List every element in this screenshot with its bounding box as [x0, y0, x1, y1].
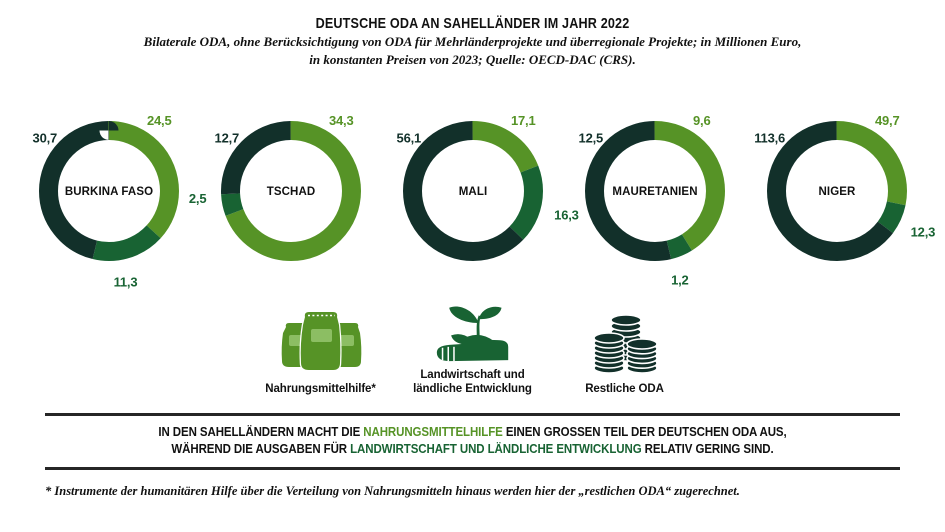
donut-niger: 49,7 113,6 12,3 NIGER: [746, 96, 935, 296]
donut-tschad: 34,3 12,7 2,5 TSCHAD: [188, 96, 382, 296]
donut-mali: 17,1 56,1 16,3 MALI: [382, 96, 578, 296]
grain-sacks-icon: [279, 311, 363, 372]
legend-label-food-aid: Nahrungsmittelhilfe*: [265, 383, 376, 395]
value-label-rest: 30,7: [32, 131, 57, 146]
value-label-rest: 113,6: [754, 131, 785, 146]
donut-burkina-faso: 24,5 30,7 11,3 BURKINA FASO: [18, 96, 200, 296]
summary: IN DEN SAHELLÄNDERN MACHT DIE NAHRUNGSMI…: [38, 416, 907, 467]
country-label: MAURETANIEN: [612, 186, 697, 198]
legend: Nahrungsmittelhilfe* Landwirtschaft und: [0, 304, 945, 396]
donut-segment-agriculture: [402, 121, 543, 261]
value-label-rest: 12,5: [578, 131, 603, 146]
footnote: * Instrumente der humanitären Hilfe über…: [45, 484, 740, 498]
value-label-food: 9,6: [693, 113, 710, 128]
header: DEUTSCHE ODA AN SAHELLÄNDER IM JAHR 2022…: [0, 0, 945, 68]
donut-segment-agriculture: [38, 121, 179, 261]
country-label: NIGER: [818, 186, 856, 198]
value-label-food: 24,5: [147, 113, 172, 128]
value-label-agriculture: 12,3: [910, 225, 935, 240]
legend-label-agriculture-line-1: Landwirtschaft und: [420, 369, 525, 381]
legend-item-agriculture: Landwirtschaft und ländliche Entwicklung: [397, 304, 549, 396]
divider-bottom: [45, 467, 900, 470]
highlight-food-aid: NAHRUNGSMITTELHILFE: [363, 425, 503, 439]
value-label-rest: 12,7: [214, 131, 239, 146]
donut-segment-rest: [220, 121, 361, 261]
country-label: MALI: [458, 186, 487, 198]
hand-seedling-icon: [436, 306, 508, 362]
value-label-agriculture: 1,2: [671, 272, 688, 287]
coin-stacks-icon: [592, 314, 658, 374]
legend-label-rest-oda: Restliche ODA: [585, 383, 664, 395]
value-label-food: 49,7: [875, 113, 900, 128]
value-label-agriculture: 2,5: [188, 191, 205, 206]
legend-label-agriculture-line-2: ländliche Entwicklung: [413, 383, 532, 395]
legend-item-rest-oda: Restliche ODA: [549, 304, 701, 396]
donut-segment-rest: [766, 121, 907, 261]
legend-item-food-aid: Nahrungsmittelhilfe*: [245, 304, 397, 396]
donut-segment-rest: [584, 121, 725, 261]
value-label-agriculture: 11,3: [113, 274, 137, 289]
page-title: DEUTSCHE ODA AN SAHELLÄNDER IM JAHR 2022: [315, 15, 630, 32]
subtitle-line-1: Bilaterale ODA, ohne Berücksichtigung vo…: [143, 34, 802, 49]
summary-line-1: IN DEN SAHELLÄNDERN MACHT DIE NAHRUNGSMI…: [158, 425, 787, 439]
summary-line-2: WÄHREND DIE AUSGABEN FÜR LANDWIRTSCHAFT …: [171, 442, 774, 456]
value-label-agriculture: 16,3: [554, 208, 579, 223]
donut-charts-row: 24,5 30,7 11,3 BURKINA FASO 34,3 12,7 2,5 TSCHA…: [0, 96, 945, 296]
country-label: BURKINA FASO: [64, 186, 152, 198]
divider-top: [45, 413, 900, 416]
donut-segment-rest: [38, 121, 179, 261]
country-label: TSCHAD: [266, 186, 315, 198]
subtitle-line-2: in konstanten Preisen von 2023; Quelle: …: [309, 52, 636, 67]
highlight-agriculture: LANDWIRTSCHAFT UND LÄNDLICHE ENTWICKLUNG: [350, 442, 642, 456]
value-label-rest: 56,1: [396, 131, 421, 146]
value-label-food: 34,3: [329, 113, 354, 128]
donut-segment-rest: [402, 121, 543, 261]
value-label-food: 17,1: [511, 113, 536, 128]
donut-mauretanien: 9,6 12,5 1,2 MAURETANIEN: [564, 96, 746, 296]
